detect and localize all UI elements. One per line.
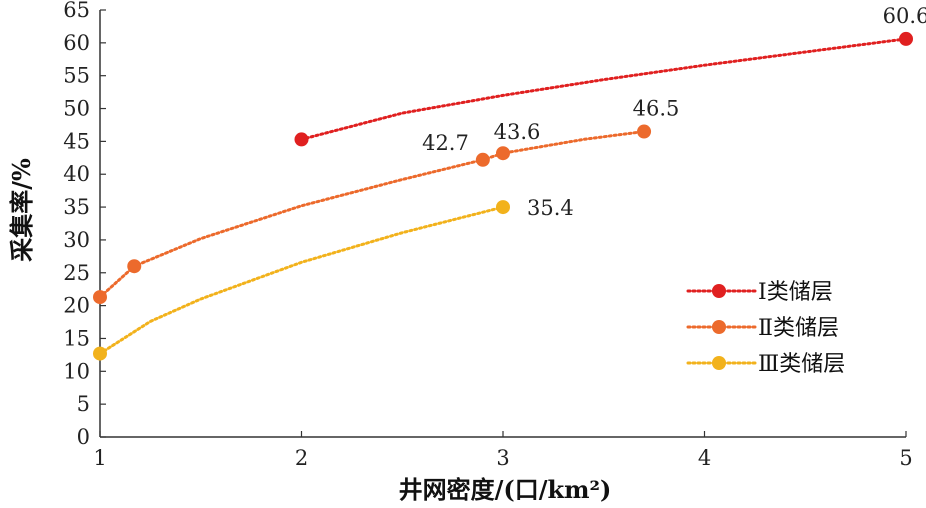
series-2-point [93, 290, 107, 305]
legend-label-1: Ⅰ类储层 [758, 280, 833, 305]
y-tick-label: 35 [63, 195, 90, 219]
y-axis-title: 采集率/% [7, 158, 36, 262]
y-tick-label: 0 [77, 425, 90, 449]
legend-item-1: Ⅰ类储层 [686, 280, 833, 305]
x-tick-label: 2 [295, 446, 308, 470]
data-label: 42.7 [422, 131, 469, 155]
series-line-3 [98, 205, 505, 356]
data-labels: 60.6 42.7 43.6 46.5 35.4 [422, 4, 926, 220]
series-3-point [496, 200, 510, 215]
y-tick-label: 30 [63, 228, 90, 252]
y-tick-label: 10 [63, 359, 90, 383]
x-tick-label: 4 [698, 446, 711, 470]
data-label: 43.6 [494, 120, 541, 144]
data-label: 60.6 [883, 4, 926, 28]
legend-marker-2 [712, 320, 726, 334]
y-tick-label: 15 [63, 326, 90, 350]
y-tick-label: 25 [63, 261, 90, 285]
y-tick-label: 45 [63, 129, 90, 153]
y-tick-label: 65 [63, 0, 90, 22]
x-tick-label: 3 [496, 446, 509, 470]
legend: Ⅰ类储层 Ⅱ类储层 Ⅲ类储层 [686, 280, 845, 377]
legend-item-3: Ⅲ类储层 [686, 352, 845, 377]
x-ticks: 1 2 3 4 5 [93, 431, 913, 470]
series-2-point [127, 259, 142, 274]
y-tick-label: 60 [63, 31, 90, 55]
y-tick-label: 5 [77, 392, 90, 416]
legend-label-2: Ⅱ类储层 [758, 316, 839, 341]
legend-item-2: Ⅱ类储层 [686, 316, 839, 341]
series-line-2 [98, 130, 646, 299]
data-label: 35.4 [527, 196, 574, 220]
y-tick-label: 40 [63, 162, 90, 186]
series-group [93, 31, 913, 361]
series-line-1 [300, 37, 908, 141]
series-2-point [496, 146, 510, 161]
series-2-point [475, 152, 490, 167]
legend-label-3: Ⅲ类储层 [758, 352, 845, 377]
series-1-point [899, 31, 913, 46]
legend-marker-3 [712, 356, 726, 370]
y-tick-label: 55 [63, 64, 90, 88]
x-tick-label: 5 [899, 446, 912, 470]
y-tick-label: 20 [63, 294, 90, 318]
y-ticks: 0 5 10 15 20 25 30 35 40 45 50 55 60 65 [63, 0, 106, 449]
legend-marker-1 [712, 284, 726, 298]
x-axis-title: 井网密度/(口/km²) [399, 475, 612, 504]
series-3-point [93, 346, 107, 361]
series-1-point [294, 132, 309, 147]
series-2-point [637, 124, 652, 139]
y-tick-label: 50 [63, 97, 90, 121]
x-tick-label: 1 [93, 446, 106, 470]
data-label: 46.5 [633, 97, 680, 121]
